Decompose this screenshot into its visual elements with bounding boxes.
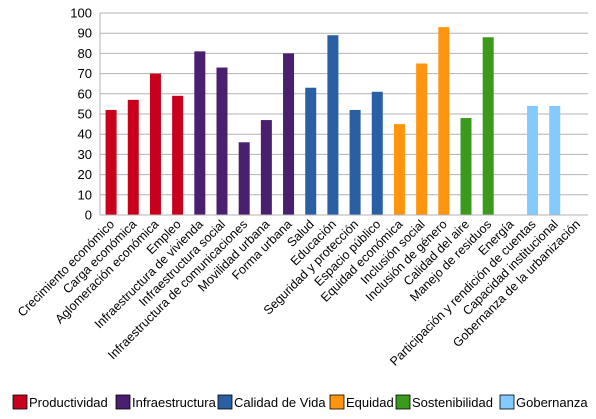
- y-tick-label: 50: [78, 107, 92, 122]
- bar: [127, 99, 139, 215]
- bar: [216, 67, 228, 215]
- y-tick-label: 30: [78, 147, 92, 162]
- bar: [105, 109, 117, 215]
- bar: [283, 53, 295, 216]
- bar: [149, 73, 161, 215]
- y-tick-label: 10: [78, 187, 92, 202]
- y-tick-label: 100: [70, 6, 92, 21]
- bar: [482, 37, 494, 215]
- legend-swatch: [217, 394, 233, 410]
- bar: [527, 105, 539, 215]
- legend-swatch: [395, 394, 411, 410]
- bars: [105, 27, 561, 216]
- legend-label: Infraestructura: [132, 395, 217, 410]
- legend-swatch: [329, 394, 345, 410]
- bar: [371, 91, 383, 215]
- legend-swatch: [12, 394, 28, 410]
- axes: [99, 13, 588, 216]
- legend-swatch: [499, 394, 515, 410]
- y-tick-label: 80: [78, 46, 92, 61]
- y-axis-ticks: 0 10 20 30 40 50 60 70 80 90 100: [70, 6, 92, 223]
- bar: [305, 87, 317, 215]
- bar: [549, 105, 561, 215]
- legend-swatch: [115, 394, 131, 410]
- bar: [393, 124, 405, 215]
- legend-label: Equidad: [346, 395, 394, 410]
- legend-label: Productividad: [29, 395, 108, 410]
- bar: [349, 109, 361, 215]
- y-tick-label: 0: [85, 208, 92, 223]
- y-tick-label: 40: [78, 127, 92, 142]
- bar: [460, 118, 472, 215]
- bar: [438, 27, 450, 215]
- legend-label: Sostenibilidad: [412, 395, 493, 410]
- bar: [238, 142, 250, 215]
- bar: [260, 120, 272, 215]
- y-tick-label: 90: [78, 26, 92, 41]
- y-tick-label: 70: [78, 66, 92, 81]
- legend-label: Gobernanza: [516, 395, 588, 410]
- y-tick-label: 20: [78, 167, 92, 182]
- y-tick-label: 60: [78, 86, 92, 101]
- bar: [416, 63, 428, 215]
- bar: [172, 95, 184, 215]
- legend-label: Calidad de Vida: [234, 395, 326, 410]
- bar: [194, 51, 206, 215]
- bar: [327, 35, 339, 215]
- legend: Productividad Infraestructura Calidad de V…: [12, 394, 588, 410]
